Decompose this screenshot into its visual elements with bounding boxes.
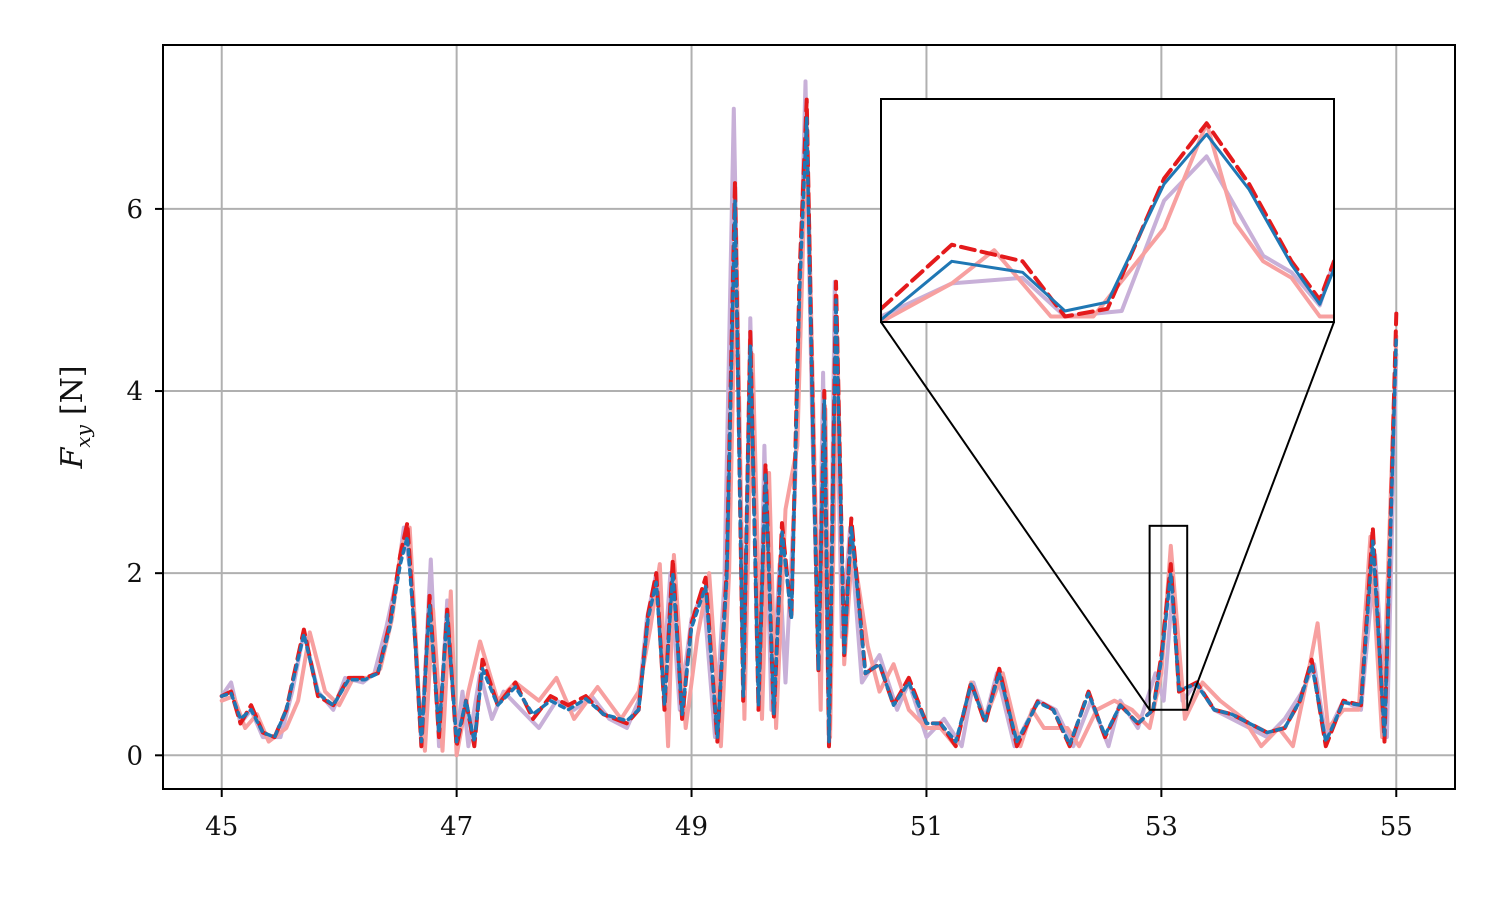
inset-series-layer xyxy=(881,121,1334,322)
plot-frame xyxy=(162,44,1456,790)
main-series-blue xyxy=(219,116,1399,747)
zoom-indicator xyxy=(880,321,1335,711)
x-tick-label-1: 47 xyxy=(440,812,473,842)
y-tick-label-3: 6 xyxy=(126,195,143,225)
x-tick-label-2: 49 xyxy=(675,812,708,842)
y-tick-label-1: 2 xyxy=(126,559,143,589)
inset-frame xyxy=(880,98,1335,323)
zoom-connector-left xyxy=(880,321,1151,711)
inset-series-blue xyxy=(881,132,1334,322)
zoom-region-box xyxy=(1148,524,1189,711)
x-tick-label-3: 51 xyxy=(910,812,943,842)
x-tick-label-4: 53 xyxy=(1145,812,1178,842)
zoom-connector-right xyxy=(1186,321,1335,711)
y-axis-label-main: F xyxy=(55,447,90,470)
y-tick-label-2: 4 xyxy=(126,377,143,407)
inset-series-red xyxy=(881,121,1334,319)
y-axis-label: Fxy [N] xyxy=(55,365,95,469)
x-tick-label-0: 45 xyxy=(205,812,238,842)
y-tick-label-0: 0 xyxy=(126,741,143,771)
inset-background xyxy=(881,99,1334,322)
series-layer xyxy=(219,79,1399,758)
y-axis-label-unit: [N] xyxy=(55,365,90,415)
y-axis-label-subscript: xy xyxy=(71,424,95,447)
inset-axes xyxy=(880,98,1335,323)
x-tick-label-5: 55 xyxy=(1380,812,1413,842)
inset-series-pink xyxy=(881,121,1334,322)
axis-ticks: 45 47 49 51 53 55 0 2 4 6 xyxy=(126,195,1412,842)
